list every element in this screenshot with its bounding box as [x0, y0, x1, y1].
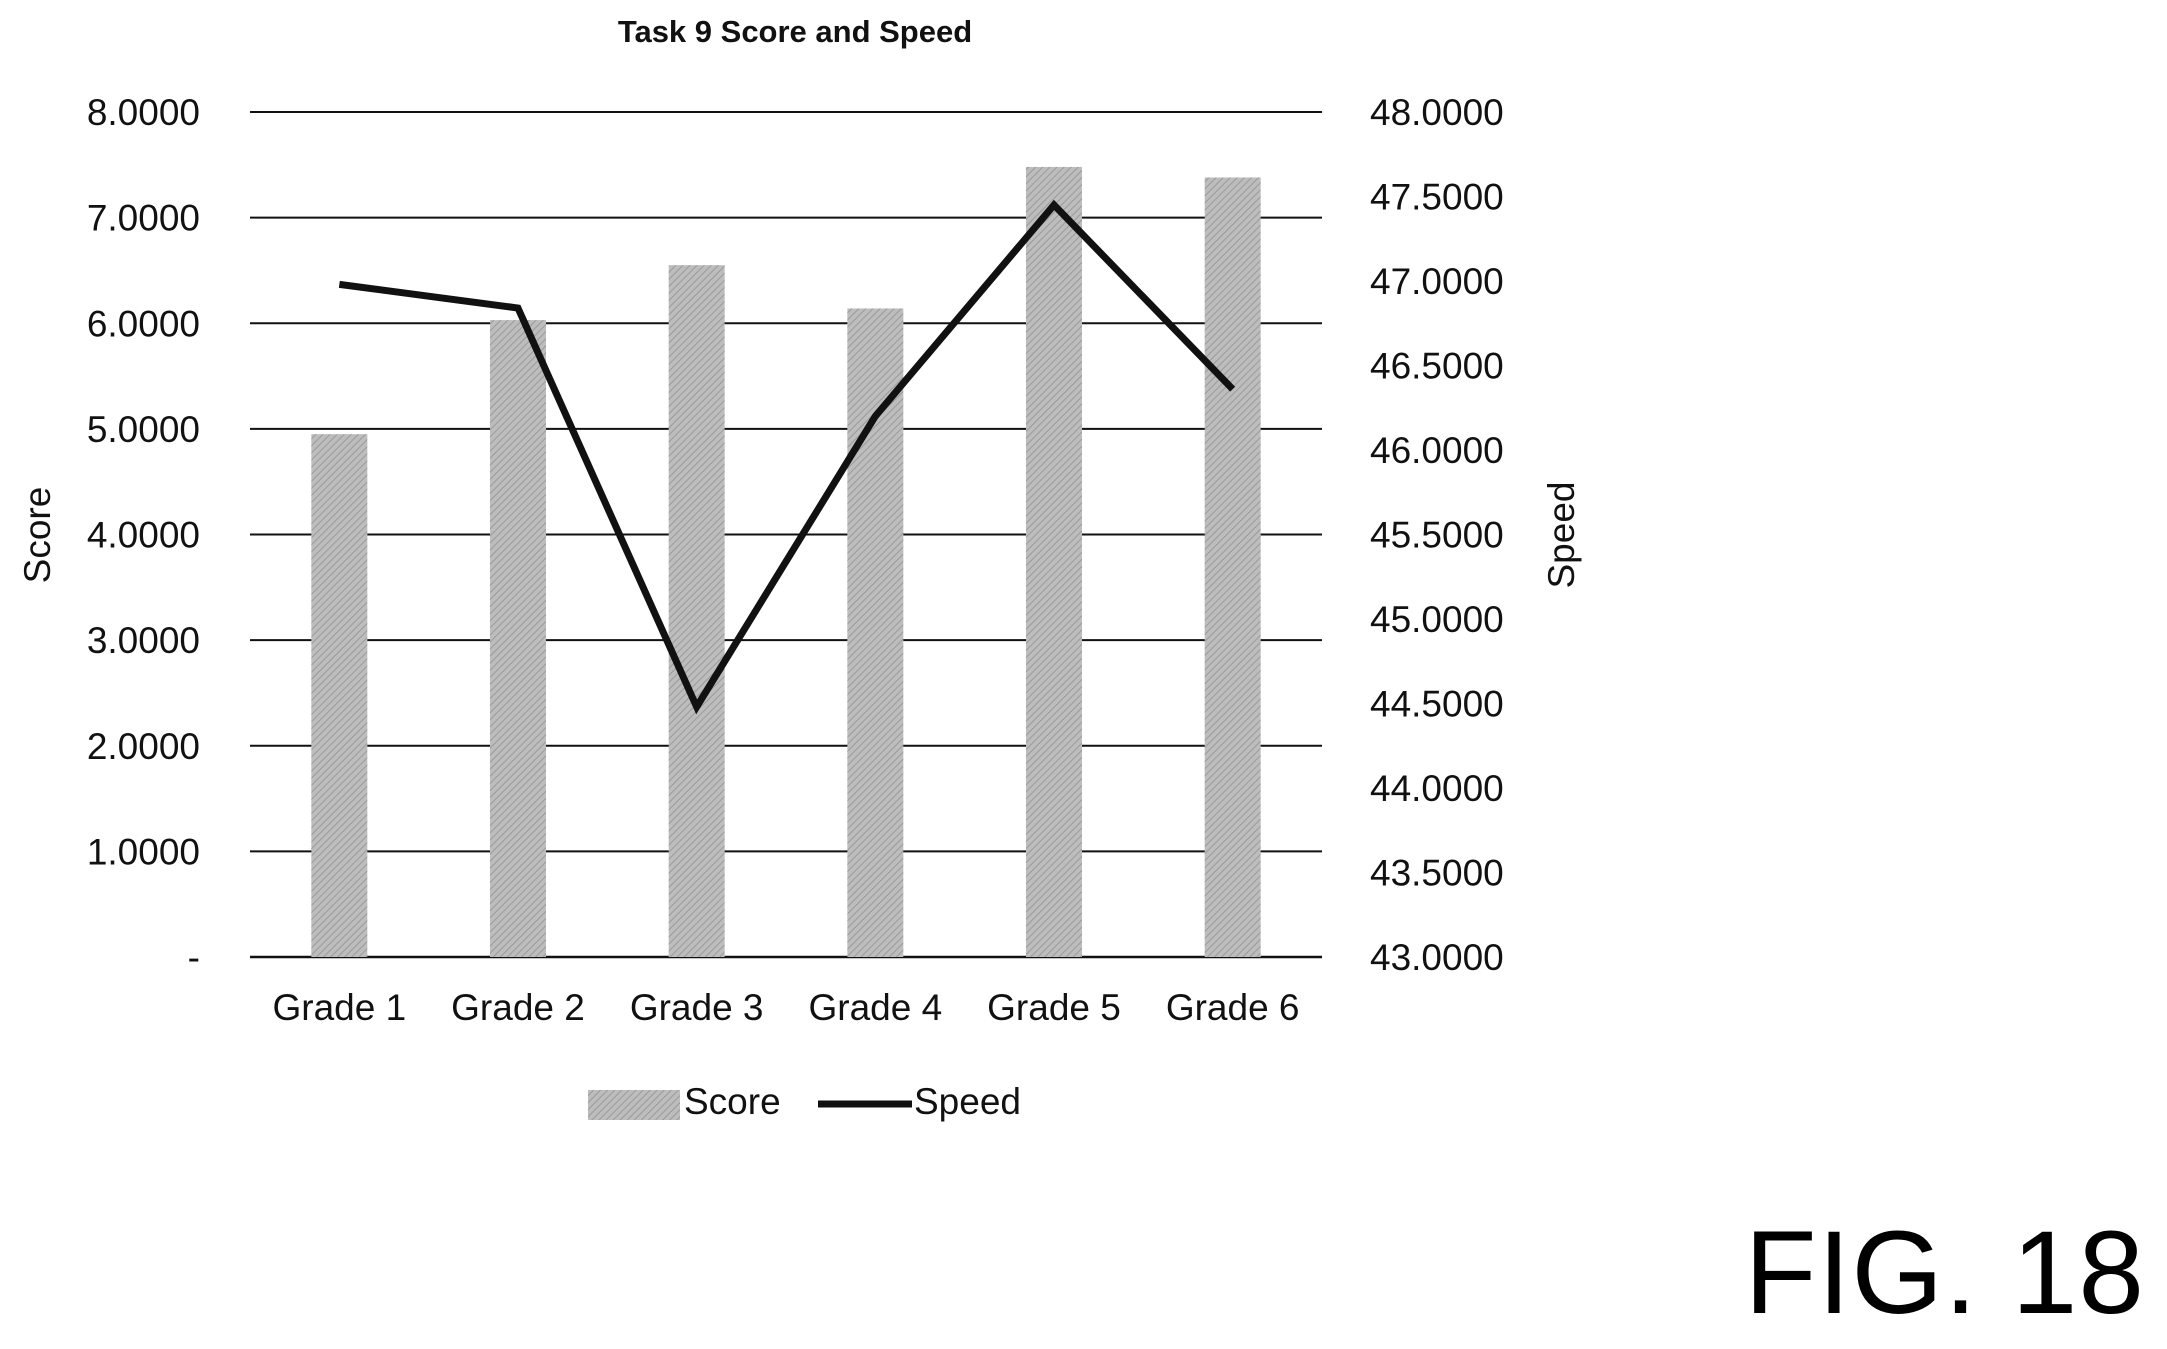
y2-tick-label: 47.5000 — [1370, 177, 1504, 218]
y2-tick-label: 43.5000 — [1370, 853, 1504, 894]
x-tick-label: Grade 2 — [451, 987, 585, 1028]
y-tick-label: 1.0000 — [87, 831, 200, 872]
y2-tick-label: 48.0000 — [1370, 92, 1504, 133]
x-tick-label: Grade 1 — [272, 987, 406, 1028]
legend-score-label: Score — [684, 1081, 781, 1122]
y-tick-label: 5.0000 — [87, 409, 200, 450]
y2-tick-label: 45.5000 — [1370, 515, 1504, 556]
bar-score — [669, 265, 725, 957]
legend-speed-label: Speed — [914, 1081, 1021, 1122]
left-axis-ticks: - 1.0000 2.0000 3.0000 4.0000 5.0000 6.0000 7.0… — [87, 92, 200, 978]
bar-score — [1026, 167, 1082, 957]
y-tick-label: 7.0000 — [87, 198, 200, 239]
y-tick-label: - — [188, 937, 200, 978]
y2-axis-label: Speed — [1541, 482, 1582, 589]
y-tick-label: 2.0000 — [87, 726, 200, 767]
x-axis-ticks: Grade 1 Grade 2 Grade 3 Grade 4 Grade 5 Grade… — [272, 987, 1299, 1028]
y-tick-label: 8.0000 — [87, 92, 200, 133]
x-tick-label: Grade 3 — [630, 987, 764, 1028]
gridlines — [250, 112, 1322, 957]
y-tick-label: 4.0000 — [87, 515, 200, 556]
bar-score — [847, 308, 903, 957]
figure-label: FIG. 18 — [1745, 1214, 2145, 1332]
y-tick-label: 3.0000 — [87, 620, 200, 661]
chart-title: Task 9 Score and Speed — [618, 14, 972, 49]
y-axis-label: Score — [17, 487, 58, 584]
speed-line-group — [339, 205, 1233, 707]
right-axis-ticks: 43.0000 43.5000 44.0000 44.5000 45.0000 45.50… — [1370, 92, 1504, 978]
x-tick-label: Grade 6 — [1166, 987, 1300, 1028]
y2-tick-label: 44.0000 — [1370, 768, 1504, 809]
y-tick-label: 6.0000 — [87, 303, 200, 344]
x-tick-label: Grade 5 — [987, 987, 1121, 1028]
y2-tick-label: 46.0000 — [1370, 430, 1504, 471]
bar-score — [490, 320, 546, 957]
x-tick-label: Grade 4 — [808, 987, 942, 1028]
y2-tick-label: 45.0000 — [1370, 599, 1504, 640]
bar-score — [311, 434, 367, 957]
y2-tick-label: 47.0000 — [1370, 261, 1504, 302]
legend: Score Speed — [588, 1081, 1021, 1122]
legend-score-swatch — [588, 1090, 680, 1120]
y2-tick-label: 43.0000 — [1370, 937, 1504, 978]
speed-line — [339, 205, 1232, 707]
y2-tick-label: 44.5000 — [1370, 684, 1504, 725]
bar-score — [1205, 177, 1261, 957]
y2-tick-label: 46.5000 — [1370, 346, 1504, 387]
